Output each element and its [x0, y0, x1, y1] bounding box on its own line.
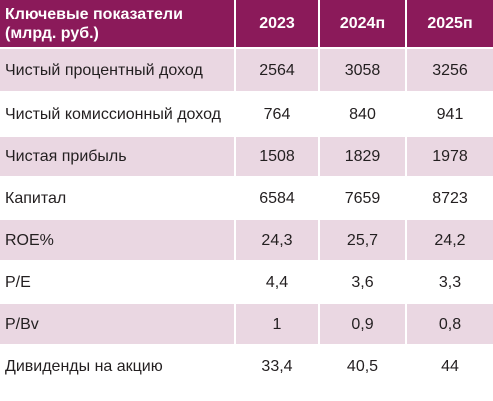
row-label: Капитал	[0, 176, 235, 219]
cell-2025p: 44	[405, 344, 493, 387]
cell-2025p: 8723	[405, 176, 493, 219]
table-row: Чистый комиссионный доход 764 840 941	[0, 91, 493, 136]
header-2024p: 2024п	[318, 0, 406, 48]
cell-2024p: 7659	[318, 176, 406, 219]
cell-2024p: 25,7	[318, 218, 406, 261]
row-label: Чистый процентный доход	[0, 47, 235, 92]
cell-2025p: 3,3	[405, 260, 493, 303]
table-row: P/E 4,4 3,6 3,3	[0, 260, 493, 303]
header-2025p: 2025п	[405, 0, 493, 48]
row-label: Чистый комиссионный доход	[0, 91, 235, 136]
cell-2025p: 24,2	[405, 218, 493, 261]
cell-2023: 764	[234, 91, 319, 136]
cell-2024p: 40,5	[318, 344, 406, 387]
cell-2024p: 840	[318, 91, 406, 136]
row-label: Дивиденды на акцию	[0, 344, 235, 387]
table-row: ROE% 24,3 25,7 24,2	[0, 218, 493, 261]
table-row: Капитал 6584 7659 8723	[0, 176, 493, 219]
row-label: Чистая прибыль	[0, 135, 235, 177]
cell-2025p: 3256	[405, 47, 493, 92]
table-row: P/Bv 1 0,9 0,8	[0, 302, 493, 345]
cell-2024p: 3058	[318, 47, 406, 92]
table-header-row: Ключевые показатели (млрд. руб.) 2023 20…	[0, 0, 493, 48]
cell-2023: 4,4	[234, 260, 319, 303]
cell-2025p: 941	[405, 91, 493, 136]
cell-2025p: 0,8	[405, 302, 493, 345]
cell-2023: 6584	[234, 176, 319, 219]
cell-2025p: 1978	[405, 135, 493, 177]
cell-2023: 1508	[234, 135, 319, 177]
cell-2023: 1	[234, 302, 319, 345]
table-row: Дивиденды на акцию 33,4 40,5 44	[0, 344, 493, 387]
cell-2023: 2564	[234, 47, 319, 92]
row-label: P/Bv	[0, 302, 235, 345]
row-label: P/E	[0, 260, 235, 303]
header-2023: 2023	[234, 0, 319, 48]
key-indicators-table: Ключевые показатели (млрд. руб.) 2023 20…	[0, 0, 493, 387]
cell-2023: 24,3	[234, 218, 319, 261]
row-label: ROE%	[0, 218, 235, 261]
cell-2024p: 0,9	[318, 302, 406, 345]
cell-2024p: 1829	[318, 135, 406, 177]
cell-2023: 33,4	[234, 344, 319, 387]
table-row: Чистая прибыль 1508 1829 1978	[0, 135, 493, 177]
cell-2024p: 3,6	[318, 260, 406, 303]
header-indicators: Ключевые показатели (млрд. руб.)	[0, 0, 235, 48]
table-row: Чистый процентный доход 2564 3058 3256	[0, 47, 493, 92]
